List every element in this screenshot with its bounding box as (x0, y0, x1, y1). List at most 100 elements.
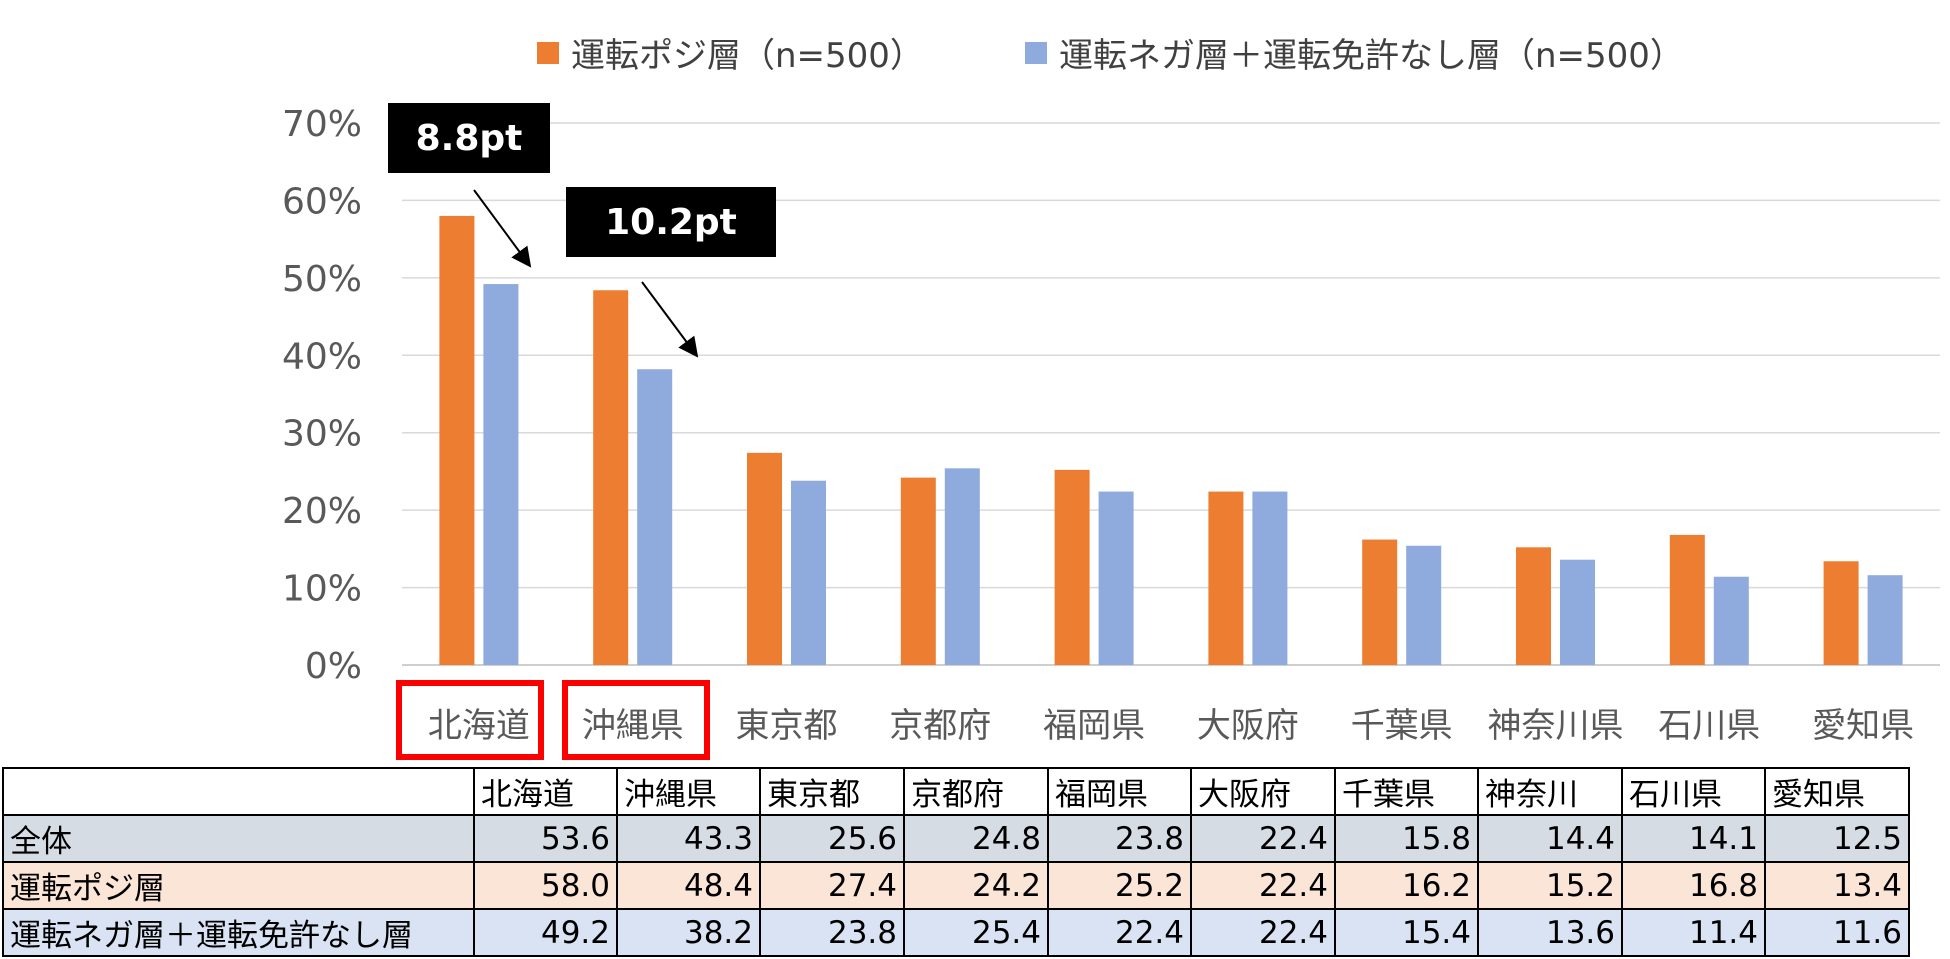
bar (1054, 469, 1090, 665)
bar (1823, 561, 1859, 665)
bar (1098, 491, 1134, 665)
annotation-arrow (641, 281, 699, 358)
table-cell: 22.4 (1190, 908, 1336, 957)
table-row-all: 全体 53.6 43.3 25.6 24.8 23.8 22.4 15.8 14… (2, 814, 1910, 863)
y-tick-label: 0% (305, 646, 362, 687)
table-cell: 13.6 (1477, 908, 1623, 957)
x-tick-label: 北海道 (428, 706, 530, 746)
data-table: 北海道 沖縄県 東京都 京都府 福岡県 大阪府 千葉県 神奈川 石川県 愛知県 … (2, 767, 1910, 957)
table-cell: 49.2 (473, 908, 618, 957)
bar (1669, 534, 1705, 665)
table-cell: 23.8 (759, 908, 905, 957)
table-row-positive: 運転ポジ層 58.0 48.4 27.4 24.2 25.2 22.4 16.2… (2, 861, 1910, 910)
table-cell: 22.4 (1047, 908, 1192, 957)
bar (900, 477, 936, 665)
callout-hokkaido-text: 8.8pt (415, 117, 523, 159)
table-cell: 58.0 (473, 861, 618, 910)
table-cell: 25.2 (1047, 861, 1192, 910)
legend-swatch-negative (1025, 41, 1047, 64)
table-header-cell: 千葉県 (1334, 767, 1479, 816)
table-row-negative: 運転ネガ層＋運転免許なし層 49.2 38.2 23.8 25.4 22.4 2… (2, 908, 1910, 957)
table-cell: 15.4 (1334, 908, 1479, 957)
bar (747, 452, 782, 665)
bar (944, 468, 980, 665)
bar-chart: 0% 10% 20% 30% 40% 50% 60% 70% 北海道 沖縄県 東京都 京都府 福岡県 大阪… (282, 104, 1940, 746)
table-cell: 22.4 (1190, 814, 1336, 863)
table-header-cell: 東京都 (759, 767, 905, 816)
table-header-cell: 北海道 (473, 767, 618, 816)
bar (483, 284, 519, 665)
table-cell: 15.2 (1477, 861, 1623, 910)
table-header-cell: 石川県 (1621, 767, 1766, 816)
bar (1713, 576, 1749, 665)
table-cell: 48.4 (616, 861, 761, 910)
table-row-label: 運転ポジ層 (2, 861, 475, 910)
y-tick-label: 60% (282, 181, 362, 222)
table-cell: 11.4 (1621, 908, 1766, 957)
bar (1252, 491, 1288, 665)
table-header-cell: 神奈川 (1477, 767, 1623, 816)
table-header-row: 北海道 沖縄県 東京都 京都府 福岡県 大阪府 千葉県 神奈川 石川県 愛知県 (2, 767, 1910, 816)
table-cell: 11.6 (1764, 908, 1910, 957)
legend-swatch-positive (537, 41, 559, 64)
table-header-cell: 沖縄県 (616, 767, 761, 816)
table-cell: 27.4 (759, 861, 905, 910)
y-tick-label: 40% (282, 336, 362, 377)
legend-label-positive: 運転ポジ層（n=500） (571, 36, 924, 76)
bar (1406, 545, 1442, 665)
annotation-arrow (473, 189, 532, 268)
callout-hokkaido: 8.8pt (388, 103, 550, 173)
legend-item-positive: 運転ポジ層（n=500） (537, 28, 924, 77)
callout-okinawa: 10.2pt (566, 187, 776, 257)
bar (439, 215, 475, 665)
y-tick-label: 50% (282, 259, 362, 300)
table-cell: 15.8 (1334, 814, 1479, 863)
y-tick-label: 10% (282, 569, 362, 610)
table-cell: 38.2 (616, 908, 761, 957)
x-tick-label: 京都府 (889, 706, 991, 746)
bar (1516, 547, 1551, 665)
x-tick-label: 愛知県 (1812, 706, 1914, 746)
legend-label-negative: 運転ネガ層＋運転免許なし層（n=500） (1059, 36, 1684, 76)
bar (1560, 559, 1595, 665)
table-header-cell: 福岡県 (1047, 767, 1192, 816)
table-cell: 16.2 (1334, 861, 1479, 910)
table-cell: 13.4 (1764, 861, 1910, 910)
bar (791, 480, 826, 665)
table-cell: 24.8 (903, 814, 1049, 863)
x-tick-label: 石川県 (1658, 706, 1760, 746)
table-cell: 43.3 (616, 814, 761, 863)
y-tick-label: 20% (282, 491, 362, 532)
x-tick-label: 大阪府 (1197, 706, 1299, 746)
table-cell: 25.6 (759, 814, 905, 863)
table-header-cell: 大阪府 (1190, 767, 1336, 816)
bar (1362, 539, 1398, 665)
table-row-label: 全体 (2, 814, 475, 863)
table-header-cell: 京都府 (903, 767, 1049, 816)
table-cell: 23.8 (1047, 814, 1192, 863)
x-tick-label: 東京都 (736, 706, 838, 746)
bar (1208, 491, 1244, 665)
table-header-cell (2, 767, 475, 816)
table-cell: 12.5 (1764, 814, 1910, 863)
table-cell: 14.1 (1621, 814, 1766, 863)
x-tick-label: 福岡県 (1043, 706, 1145, 746)
highlight-box-okinawa (562, 680, 710, 760)
bar (593, 290, 629, 665)
table-header-cell: 愛知県 (1764, 767, 1910, 816)
x-tick-label: 神奈川県 (1488, 706, 1624, 746)
x-tick-label: 沖縄県 (582, 706, 684, 746)
table-cell: 53.6 (473, 814, 618, 863)
y-tick-label: 30% (282, 414, 362, 455)
legend: 運転ポジ層（n=500） 運転ネガ層＋運転免許なし層（n=500） (0, 28, 1950, 76)
bar (637, 369, 673, 665)
table-cell: 16.8 (1621, 861, 1766, 910)
legend-item-negative: 運転ネガ層＋運転免許なし層（n=500） (1025, 28, 1684, 77)
y-tick-label: 70% (282, 104, 362, 145)
table-cell: 24.2 (903, 861, 1049, 910)
table-cell: 14.4 (1477, 814, 1623, 863)
x-tick-label: 千葉県 (1351, 706, 1453, 746)
highlight-box-hokkaido (396, 680, 544, 760)
callout-okinawa-text: 10.2pt (605, 201, 737, 243)
table-row-label: 運転ネガ層＋運転免許なし層 (2, 908, 475, 957)
